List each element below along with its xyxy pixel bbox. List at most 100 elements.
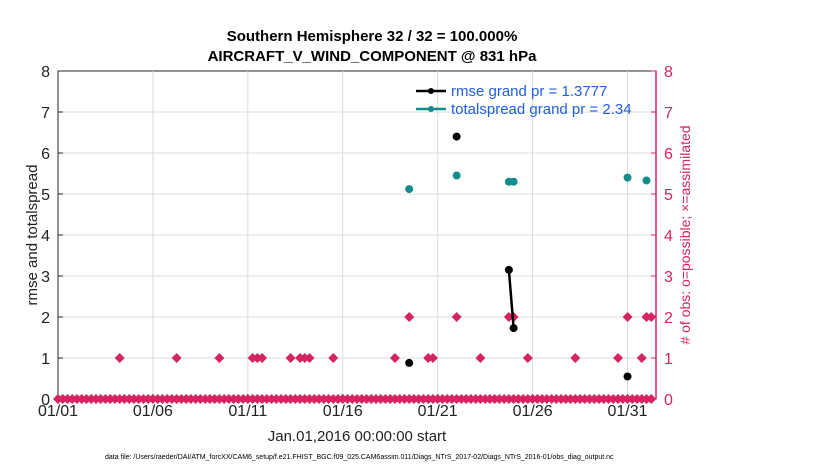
- y-axis-right: 0 1 2 3 4 5 6 7 8: [651, 64, 673, 409]
- obs-marker: [560, 394, 571, 404]
- obs-marker: [238, 394, 249, 404]
- y-tick-label-right: 8: [664, 64, 673, 81]
- obs-marker: [418, 394, 429, 404]
- obs-marker: [570, 394, 581, 404]
- obs-marker: [503, 394, 514, 404]
- y-tick-label-right: 5: [664, 187, 673, 204]
- obs-marker: [57, 394, 68, 404]
- obs-marker: [190, 394, 201, 404]
- rmse-point: [504, 265, 513, 274]
- y-tick-label-right: 0: [664, 392, 673, 409]
- obs-marker: [124, 394, 135, 404]
- obs-marker: [285, 353, 296, 363]
- obs-marker: [328, 353, 339, 363]
- chart-title: Southern Hemisphere 32 / 32 = 100.000%: [227, 28, 518, 45]
- y-tick-label-right: 1: [664, 351, 673, 368]
- obs-marker: [380, 394, 391, 404]
- y-tick-label-right: 3: [664, 269, 673, 286]
- y-tick-label-left: 3: [41, 269, 50, 286]
- y-tick-label-left: 0: [41, 392, 50, 409]
- obs-marker: [67, 394, 78, 404]
- obs-marker: [304, 353, 315, 363]
- obs-marker: [451, 312, 462, 322]
- obs-marker: [399, 394, 410, 404]
- obs-marker: [114, 394, 125, 404]
- obs-marker: [171, 394, 182, 404]
- obs-marker: [76, 394, 87, 404]
- obs-marker: [361, 394, 372, 404]
- obs-marker: [437, 394, 448, 404]
- spread-point: [623, 173, 632, 182]
- y-axis-left: 0 1 2 3 4 5 6 7 8: [41, 64, 63, 409]
- obs-marker: [613, 353, 624, 363]
- obs-marker: [304, 394, 315, 404]
- y-tick-label-right: 2: [664, 310, 673, 327]
- obs-marker: [181, 394, 192, 404]
- obs-marker: [257, 353, 268, 363]
- spread-point: [452, 171, 461, 180]
- y-axis-label-left: rmse and totalspread: [24, 165, 41, 306]
- obs-marker: [522, 394, 533, 404]
- obs-marker: [404, 312, 415, 322]
- obs-marker: [389, 394, 400, 404]
- obs-marker: [617, 394, 628, 404]
- obs-marker: [494, 394, 505, 404]
- x-tick-label: 01/26: [513, 403, 553, 420]
- legend-spread-label: totalspread grand pr = 2.34: [451, 101, 632, 118]
- obs-marker: [295, 394, 306, 404]
- obs-marker: [627, 394, 638, 404]
- grid: [58, 71, 656, 399]
- obs-marker: [408, 394, 419, 404]
- obs-marker: [622, 312, 633, 322]
- spread-point: [405, 185, 414, 194]
- rmse-point: [452, 132, 461, 141]
- obs-marker: [370, 394, 381, 404]
- obs-marker: [513, 394, 524, 404]
- obs-marker: [323, 394, 334, 404]
- spread-point: [642, 176, 651, 185]
- obs-marker: [522, 353, 533, 363]
- y-tick-label-left: 2: [41, 310, 50, 327]
- legend-rmse-marker: [428, 88, 434, 94]
- obs-marker: [532, 394, 543, 404]
- x-tick-label: 01/11: [228, 403, 267, 420]
- y-tick-label-right: 6: [664, 146, 673, 163]
- obs-marker: [541, 394, 552, 404]
- obs-marker: [228, 394, 239, 404]
- obs-marker: [200, 394, 211, 404]
- obs-marker: [219, 394, 230, 404]
- obs-marker: [484, 394, 495, 404]
- rmse-point: [405, 358, 414, 367]
- x-axis-label: Jan.01,2016 00:00:00 start: [268, 428, 447, 445]
- y-tick-label-left: 4: [41, 228, 50, 245]
- y-tick-label-left: 6: [41, 146, 50, 163]
- series-layer: [405, 132, 651, 381]
- legend-spread-marker: [428, 106, 434, 112]
- obs-marker: [598, 394, 609, 404]
- obs-marker: [352, 394, 362, 404]
- obs-marker: [475, 394, 486, 404]
- obs-marker: [427, 394, 438, 404]
- x-tick-label: 01/16: [323, 403, 363, 420]
- obs-marker: [105, 394, 116, 404]
- y-tick-label-left: 7: [41, 105, 50, 122]
- rmse-point: [509, 324, 518, 333]
- x-tick-label: 01/31: [608, 403, 648, 420]
- obs-marker: [570, 353, 581, 363]
- obs-marker: [285, 394, 296, 404]
- obs-marker: [636, 353, 647, 363]
- y-tick-label-left: 1: [41, 351, 50, 368]
- obs-marker: [589, 394, 600, 404]
- chart-subtitle: AIRCRAFT_V_WIND_COMPONENT @ 831 hPa: [208, 48, 538, 65]
- obs-marker: [209, 394, 220, 404]
- obs-marker: [152, 394, 163, 404]
- obs-marker: [95, 394, 106, 404]
- obs-marker: [579, 394, 590, 404]
- obs-marker: [143, 394, 154, 404]
- y-axis-label-right: # of obs: o=possible; ×=assimilated: [677, 125, 693, 344]
- legend-rmse-label: rmse grand pr = 1.3777: [451, 83, 607, 100]
- y-tick-label-left: 8: [41, 64, 50, 81]
- y-tick-label-right: 7: [664, 105, 673, 122]
- obs-marker: [266, 394, 277, 404]
